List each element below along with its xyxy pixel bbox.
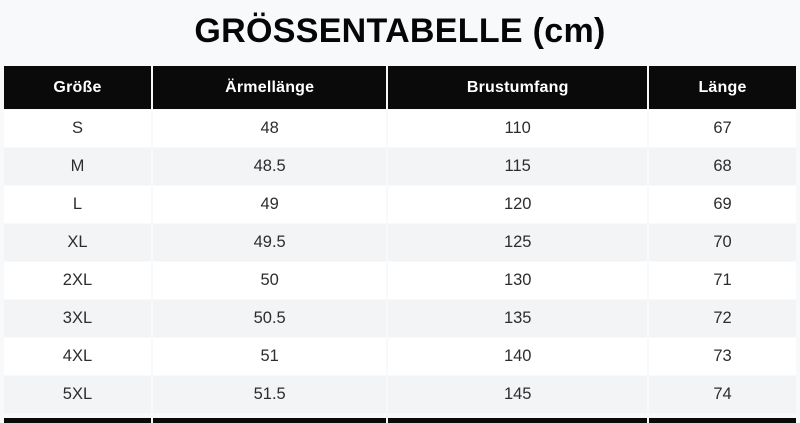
cell-chest: 110 (388, 110, 647, 147)
header-cell-laenge: Länge (649, 66, 796, 109)
cell-size: 3XL (4, 300, 151, 337)
cell-size: 2XL (4, 262, 151, 299)
cell-sleeve-length: 51 (152, 338, 387, 375)
table-row: 2XL 50 130 71 (4, 262, 796, 299)
table-row: S 48 110 67 (4, 110, 796, 147)
cutoff-header-segment (4, 418, 151, 423)
next-table-header-cutoff (2, 418, 798, 423)
cell-size: XL (4, 224, 151, 261)
cell-sleeve-length: 50 (152, 262, 387, 299)
cell-length: 74 (649, 376, 796, 413)
cutoff-header-segment (649, 418, 797, 423)
table-row: 5XL 51.5 145 74 (4, 376, 796, 413)
cell-size: 5XL (4, 376, 151, 413)
cell-size: M (4, 148, 151, 185)
cell-size: S (4, 110, 151, 147)
cell-sleeve-length: 48 (152, 110, 387, 147)
table-row: L 49 120 69 (4, 186, 796, 223)
header-cell-brustumfang: Brustumfang (388, 66, 647, 109)
table-row: M 48.5 115 68 (4, 148, 796, 185)
cell-chest: 140 (388, 338, 647, 375)
cell-size: L (4, 186, 151, 223)
header-cell-aermellaenge: Ärmellänge (152, 66, 387, 109)
cell-sleeve-length: 50.5 (152, 300, 387, 337)
cell-sleeve-length: 48.5 (152, 148, 387, 185)
cell-length: 73 (649, 338, 796, 375)
cell-length: 70 (649, 224, 796, 261)
table-header-row: Größe Ärmellänge Brustumfang Länge (4, 66, 796, 109)
cell-chest: 145 (388, 376, 647, 413)
size-table: Größe Ärmellänge Brustumfang Länge S 48 … (2, 65, 798, 414)
cutoff-header-segment (152, 418, 387, 423)
cell-chest: 130 (388, 262, 647, 299)
cell-length: 68 (649, 148, 796, 185)
cell-size: 4XL (4, 338, 151, 375)
table-row: XL 49.5 125 70 (4, 224, 796, 261)
cutoff-header-segment (388, 418, 648, 423)
cell-length: 67 (649, 110, 796, 147)
page-title: GRÖSSENTABELLE (cm) (194, 12, 606, 50)
cell-sleeve-length: 49 (152, 186, 387, 223)
header-cell-groesse: Größe (4, 66, 151, 109)
table-row: 4XL 51 140 73 (4, 338, 796, 375)
table-row: 3XL 50.5 135 72 (4, 300, 796, 337)
cell-length: 69 (649, 186, 796, 223)
cell-chest: 115 (388, 148, 647, 185)
cell-length: 72 (649, 300, 796, 337)
cell-sleeve-length: 49.5 (152, 224, 387, 261)
cell-sleeve-length: 51.5 (152, 376, 387, 413)
cell-chest: 135 (388, 300, 647, 337)
cell-chest: 125 (388, 224, 647, 261)
cell-chest: 120 (388, 186, 647, 223)
cell-length: 71 (649, 262, 796, 299)
